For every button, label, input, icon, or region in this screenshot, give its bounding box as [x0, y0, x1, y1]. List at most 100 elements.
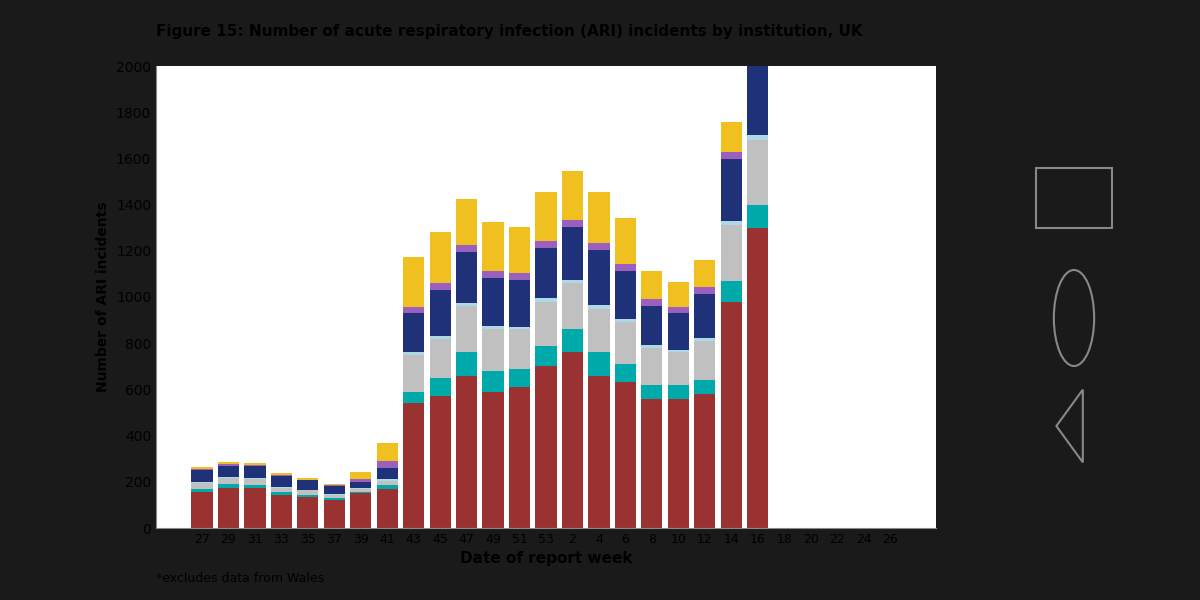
Bar [298, 480, 318, 481]
Bar [614, 382, 636, 528]
Bar [535, 298, 557, 302]
Text: Figure 15: Number of acute respiratory infection (ARI) incidents by institution,: Figure 15: Number of acute respiratory i… [156, 24, 863, 39]
Bar [298, 481, 318, 490]
Bar [218, 477, 239, 478]
Bar [245, 466, 265, 478]
Bar [192, 469, 212, 470]
Bar [482, 278, 504, 326]
Bar [721, 152, 742, 159]
Bar [298, 494, 318, 497]
Bar [562, 280, 583, 283]
Bar [562, 329, 583, 352]
Bar [245, 463, 265, 465]
Bar [377, 468, 398, 479]
Bar [482, 371, 504, 392]
Bar [430, 336, 451, 338]
Bar [403, 355, 425, 392]
Bar [694, 287, 715, 294]
Y-axis label: Number of ARI incidents: Number of ARI incidents [96, 202, 110, 392]
Bar [271, 488, 292, 492]
Bar [324, 484, 344, 485]
Bar [403, 392, 425, 403]
Bar [694, 380, 715, 394]
Bar [298, 490, 318, 494]
Bar [324, 485, 344, 486]
Bar [562, 283, 583, 329]
Bar [218, 464, 239, 466]
Bar [350, 482, 371, 488]
Bar [588, 192, 610, 243]
Bar [403, 352, 425, 355]
Bar [456, 252, 478, 303]
Bar [456, 245, 478, 252]
Bar [535, 248, 557, 298]
Bar [403, 307, 425, 313]
Bar [748, 135, 768, 140]
Bar [614, 218, 636, 264]
Bar [667, 350, 689, 352]
Bar [509, 368, 530, 387]
Bar [271, 475, 292, 476]
Bar [667, 307, 689, 313]
Bar [694, 338, 715, 341]
Bar [614, 322, 636, 364]
Bar [614, 264, 636, 271]
Bar [298, 478, 318, 480]
Legend: Care home, Hospital, Educational settings, Prison, Workplace settings, Food outl: Care home, Hospital, Educational setting… [1106, 72, 1200, 211]
Bar [482, 326, 504, 329]
Bar [721, 281, 742, 302]
Bar [509, 227, 530, 274]
Bar [350, 493, 371, 528]
Bar [403, 313, 425, 352]
Bar [748, 13, 768, 47]
Bar [667, 282, 689, 307]
Bar [298, 497, 318, 528]
Bar [430, 338, 451, 378]
Bar [748, 140, 768, 205]
Bar [456, 352, 478, 376]
Bar [614, 319, 636, 322]
Bar [218, 484, 239, 488]
Bar [667, 352, 689, 385]
Bar [509, 329, 530, 368]
Bar [430, 283, 451, 290]
Bar [535, 346, 557, 366]
Bar [694, 341, 715, 380]
Bar [641, 348, 662, 385]
Bar [456, 303, 478, 306]
Bar [192, 489, 212, 492]
Bar [535, 241, 557, 248]
Bar [482, 392, 504, 528]
Bar [535, 366, 557, 528]
Bar [350, 479, 371, 482]
Bar [430, 232, 451, 283]
Bar [271, 487, 292, 488]
Bar [509, 387, 530, 528]
Bar [192, 482, 212, 483]
Bar [667, 398, 689, 528]
Bar [271, 494, 292, 528]
Bar [430, 378, 451, 397]
Bar [667, 385, 689, 398]
Bar [218, 478, 239, 484]
Bar [721, 122, 742, 152]
Bar [509, 280, 530, 326]
Bar [748, 47, 768, 57]
Bar [614, 364, 636, 382]
Bar [535, 302, 557, 346]
Bar [350, 491, 371, 493]
Bar [482, 329, 504, 371]
Bar [192, 467, 212, 469]
Bar [482, 271, 504, 278]
Bar [535, 192, 557, 241]
Bar [377, 443, 398, 461]
Bar [641, 398, 662, 528]
Text: *excludes data from Wales: *excludes data from Wales [156, 572, 324, 585]
Bar [694, 294, 715, 338]
Bar [218, 488, 239, 528]
Bar [377, 479, 398, 481]
Bar [641, 271, 662, 299]
Bar [324, 495, 344, 499]
Bar [377, 481, 398, 485]
Bar [403, 257, 425, 307]
